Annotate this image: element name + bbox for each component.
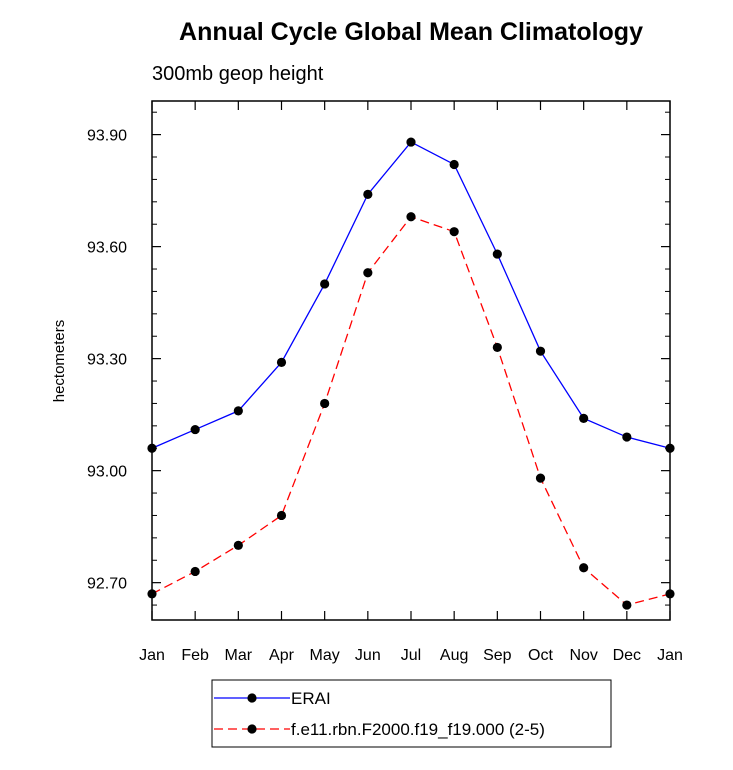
x-tick-label: Sep — [483, 647, 512, 664]
series-2-point — [190, 566, 200, 577]
series-1-point — [276, 357, 287, 367]
series-2-point — [622, 600, 632, 610]
series-line-1 — [151, 141, 671, 449]
legend-label-1: ERAI — [291, 689, 331, 708]
series-2-point — [535, 473, 546, 483]
series-2-point — [233, 540, 243, 550]
chart-title: Annual Cycle Global Mean Climatology — [179, 18, 643, 46]
y-tick-label: 93.30 — [87, 352, 127, 369]
legend-marker-2 — [247, 724, 257, 734]
x-tick-label: Apr — [269, 647, 295, 664]
series-1-point — [147, 443, 157, 453]
series-1-point — [406, 137, 416, 147]
legend-marker-1 — [247, 693, 257, 703]
series-1-point — [492, 249, 502, 259]
series-2-point — [492, 342, 502, 353]
series-line-2 — [151, 215, 671, 606]
y-tick-label: 93.60 — [87, 240, 127, 257]
x-tick-label: Jun — [355, 647, 381, 664]
series-1-point — [622, 432, 632, 442]
series-1-point — [363, 189, 373, 199]
y-tick-label: 93.90 — [87, 128, 127, 145]
series-2-point — [147, 589, 157, 599]
y-axis-label: hectometers — [51, 320, 68, 403]
legend-box — [211, 679, 612, 748]
series-layer — [147, 137, 675, 610]
series-1-point — [449, 159, 459, 170]
y-tick-label: 93.00 — [87, 464, 127, 481]
legend: ERAI f.e11.rbn.F2000.f19_f19.000 (2-5) — [211, 679, 612, 748]
x-tick-label: Mar — [225, 647, 253, 664]
chart-subtitle: 300mb geop height — [152, 63, 324, 85]
series-1-point — [665, 443, 675, 453]
series-2-point — [665, 589, 675, 599]
x-tick-label: Aug — [440, 647, 468, 664]
series-1-point — [579, 413, 589, 423]
legend-label-2: f.e11.rbn.F2000.f19_f19.000 (2-5) — [291, 720, 545, 739]
series-2-point — [276, 510, 287, 521]
x-tick-label: Dec — [613, 647, 641, 664]
x-tick-label: Jan — [139, 647, 165, 664]
series-2-point — [363, 268, 373, 278]
series-2-point — [406, 212, 416, 222]
series-2-point — [320, 398, 330, 409]
axes: Jan Feb Mar Apr May Jun Jul Aug Sep Oct Nov Dec Jan 9… — [87, 100, 683, 664]
x-tick-label: Oct — [528, 647, 553, 664]
x-tick-label: Jan — [657, 647, 683, 664]
plot-frame — [151, 100, 671, 621]
x-tick-label: Nov — [569, 647, 597, 664]
series-1-point — [320, 279, 330, 289]
series-1-point — [535, 346, 546, 356]
series-1-point — [190, 424, 200, 435]
x-tick-label: Jul — [401, 647, 421, 664]
x-tick-label: Feb — [181, 647, 209, 664]
series-2-point — [449, 227, 459, 237]
y-tick-label: 92.70 — [87, 576, 127, 593]
series-1-point — [233, 406, 243, 416]
x-tick-label: May — [310, 647, 340, 664]
series-2-point — [579, 563, 589, 573]
